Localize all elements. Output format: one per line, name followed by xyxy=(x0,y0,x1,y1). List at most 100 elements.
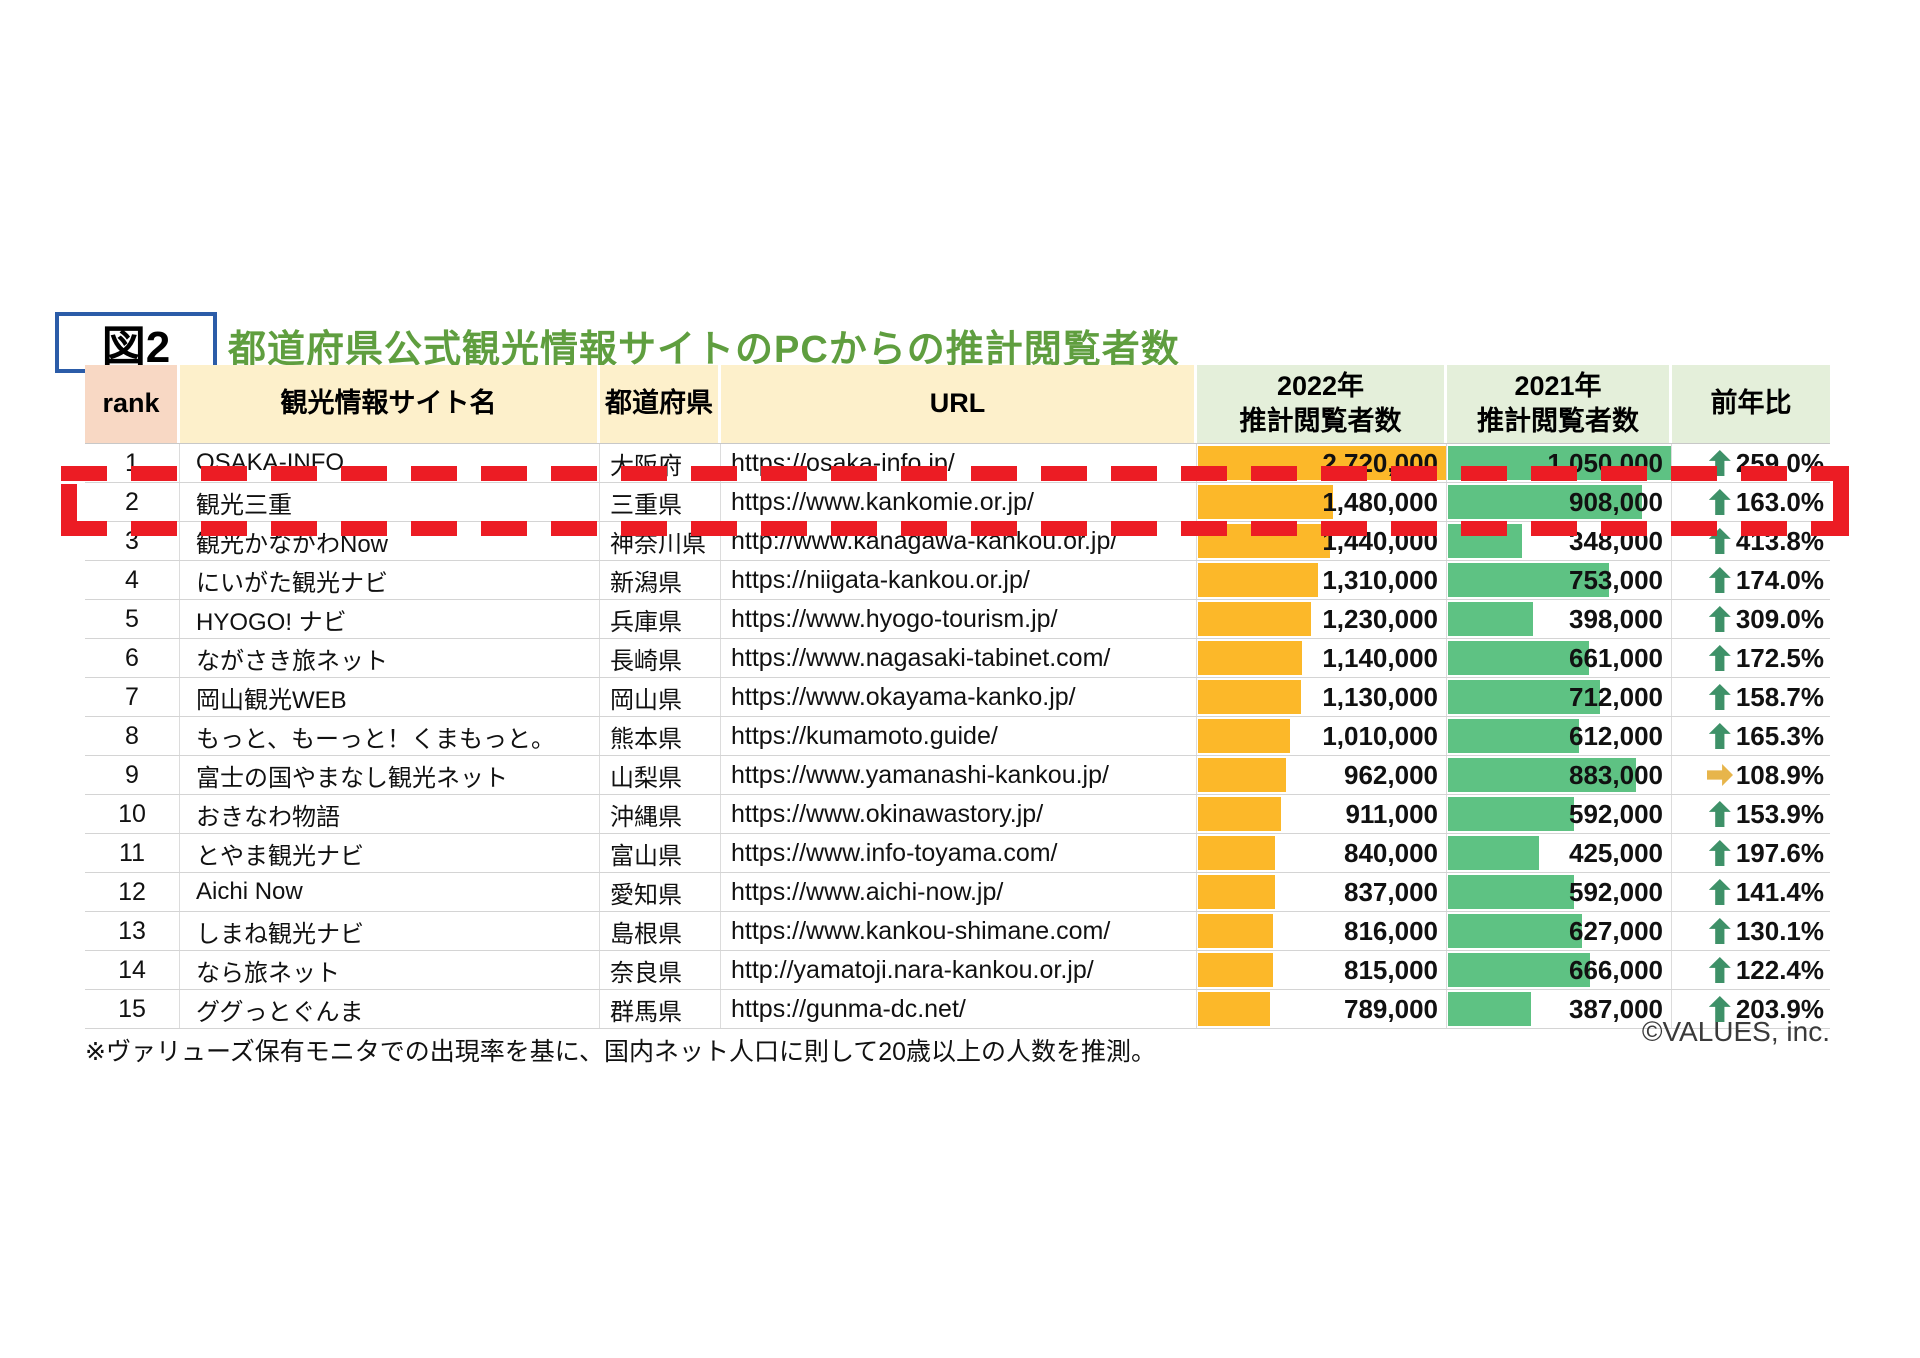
site-name-cell: おきなわ物語 xyxy=(180,795,600,833)
viewers-2022-cell: 837,000 xyxy=(1197,873,1447,911)
data-bar-2021 xyxy=(1448,914,1582,948)
data-bar-2021 xyxy=(1448,875,1575,909)
data-bar-2021 xyxy=(1448,836,1539,870)
header-2021-metric: 推計閲覧者数 xyxy=(1477,406,1639,436)
viewers-2021-cell: 661,000 xyxy=(1447,639,1672,677)
prefecture-cell-text: 富山県 xyxy=(610,842,682,870)
yoy-cell-text: 174.0% xyxy=(1735,564,1824,595)
site-name-cell-text: ながさき旅ネット xyxy=(196,647,388,675)
rank-cell: 8 xyxy=(85,717,180,755)
viewers-2022-cell: 789,000 xyxy=(1197,990,1447,1028)
prefecture-cell-text: 長崎県 xyxy=(610,647,682,675)
up-arrow-icon xyxy=(1708,879,1731,905)
viewers-2022-cell-text: 837,000 xyxy=(1344,876,1438,907)
yoy-cell-text: 172.5% xyxy=(1735,642,1824,673)
data-bar-2022 xyxy=(1198,758,1287,792)
prefecture-cell-text: 群馬県 xyxy=(610,998,682,1026)
data-bar-2022 xyxy=(1198,524,1330,558)
site-name-cell-text: おきなわ物語 xyxy=(196,803,340,831)
right-arrow-icon xyxy=(1707,764,1733,786)
data-bar-2021 xyxy=(1448,641,1590,675)
yoy-cell-text: 163.0% xyxy=(1735,486,1824,517)
rank-cell: 6 xyxy=(85,639,180,677)
data-bar-2021 xyxy=(1448,563,1609,597)
yoy-cell-text: 122.4% xyxy=(1735,954,1824,985)
url-cell-text: https://www.info-toyama.com/ xyxy=(731,838,1058,867)
header-yoy-label: 前年比 xyxy=(1710,388,1792,419)
url-cell: https://osaka-info.jp/ xyxy=(721,444,1197,482)
prefecture-cell-text: 熊本県 xyxy=(610,725,682,753)
viewers-2022-cell-text: 1,480,000 xyxy=(1322,486,1438,517)
viewers-2022-cell: 1,130,000 xyxy=(1197,678,1447,716)
highlight-right-edge xyxy=(1833,480,1849,530)
yoy-cell: 163.0% xyxy=(1672,483,1830,521)
up-arrow-icon xyxy=(1708,567,1731,593)
table-row: 9 富士の国やまなし観光ネット 山梨県 https://www.yamanashi-k… xyxy=(85,756,1830,795)
up-arrow-icon xyxy=(1708,723,1731,749)
rank-cell: 10 xyxy=(85,795,180,833)
copyright: ©VALUES, inc. xyxy=(1641,1016,1830,1047)
prefecture-cell-text: 愛知県 xyxy=(610,881,682,909)
data-bar-2022 xyxy=(1198,485,1334,519)
rank-cell-text: 6 xyxy=(125,643,139,672)
viewers-2022-cell: 1,230,000 xyxy=(1197,600,1447,638)
highlight-left-edge xyxy=(61,484,77,534)
page-title: 都道府県公式観光情報サイトのPCからの推計閲覧者数 xyxy=(228,329,1180,371)
table-row: 11 とやま観光ナビ 富山県 https://www.info-toyama.com/… xyxy=(85,834,1830,873)
yoy-cell-text: 203.9% xyxy=(1735,993,1824,1024)
header-rank: rank xyxy=(85,365,180,443)
rank-cell: 15 xyxy=(85,990,180,1028)
data-bar-2022 xyxy=(1198,602,1311,636)
url-cell: http://yamatoji.nara-kankou.or.jp/ xyxy=(721,951,1197,989)
site-name-cell-text: Aichi Now xyxy=(196,878,303,905)
table-row: 6 ながさき旅ネット 長崎県 https://www.nagasaki-tabinet… xyxy=(85,639,1830,678)
url-cell: https://kumamoto.guide/ xyxy=(721,717,1197,755)
rank-cell: 9 xyxy=(85,756,180,794)
prefecture-cell-text: 沖縄県 xyxy=(610,803,682,831)
viewers-2022-cell-text: 816,000 xyxy=(1344,915,1438,946)
yoy-cell: 197.6% xyxy=(1672,834,1830,872)
header-2022-metric: 推計閲覧者数 xyxy=(1239,406,1402,436)
prefecture-cell-text: 岡山県 xyxy=(610,686,682,714)
site-name-cell: OSAKA-INFO xyxy=(180,444,600,482)
data-bar-2021 xyxy=(1448,797,1575,831)
rank-cell-text: 5 xyxy=(125,604,139,633)
yoy-cell: 165.3% xyxy=(1672,717,1830,755)
site-name-cell: ググっとぐんま xyxy=(180,990,600,1028)
site-name-cell-text: 富士の国やまなし観光ネット xyxy=(196,764,508,792)
url-cell: https://www.aichi-now.jp/ xyxy=(721,873,1197,911)
table-row: 7 岡山観光WEB 岡山県 https://www.okayama-kanko.jp/… xyxy=(85,678,1830,717)
rank-cell-text: 9 xyxy=(125,760,139,789)
site-name-cell: にいがた観光ナビ xyxy=(180,561,600,599)
data-bar-2022 xyxy=(1198,875,1275,909)
data-bar-2021 xyxy=(1448,485,1642,519)
prefecture-cell: 長崎県 xyxy=(600,639,721,677)
site-name-cell: しまね観光ナビ xyxy=(180,912,600,950)
yoy-cell-text: 413.8% xyxy=(1735,525,1824,556)
yoy-cell: 158.7% xyxy=(1672,678,1830,716)
prefecture-cell: 島根県 xyxy=(600,912,721,950)
url-cell: https://niigata-kankou.or.jp/ xyxy=(721,561,1197,599)
viewers-2021-cell: 1,050,000 xyxy=(1447,444,1672,482)
header-yoy: 前年比 xyxy=(1672,365,1830,443)
site-name-cell: なら旅ネット xyxy=(180,951,600,989)
rank-cell-text: 1 xyxy=(125,448,139,477)
viewers-2021-cell-text: 592,000 xyxy=(1569,798,1663,829)
prefecture-cell: 神奈川県 xyxy=(600,522,721,560)
site-name-cell: 岡山観光WEB xyxy=(180,678,600,716)
url-cell: https://www.kankomie.or.jp/ xyxy=(721,483,1197,521)
site-name-cell: ながさき旅ネット xyxy=(180,639,600,677)
viewers-2021-cell-text: 398,000 xyxy=(1569,603,1663,634)
rank-cell: 2 xyxy=(85,483,180,521)
prefecture-cell: 熊本県 xyxy=(600,717,721,755)
viewers-2021-cell: 627,000 xyxy=(1447,912,1672,950)
viewers-2021-cell: 425,000 xyxy=(1447,834,1672,872)
data-bar-2022 xyxy=(1198,719,1291,753)
site-name-cell-text: もっと、もーっと！くまもっと。 xyxy=(196,725,556,753)
header-2022-viewers: 2022年 推計閲覧者数 xyxy=(1197,365,1447,443)
rank-cell: 12 xyxy=(85,873,180,911)
data-bar-2022 xyxy=(1198,797,1282,831)
data-bar-2021 xyxy=(1448,719,1579,753)
viewers-2022-cell-text: 1,140,000 xyxy=(1322,642,1438,673)
prefecture-cell: 大阪府 xyxy=(600,444,721,482)
